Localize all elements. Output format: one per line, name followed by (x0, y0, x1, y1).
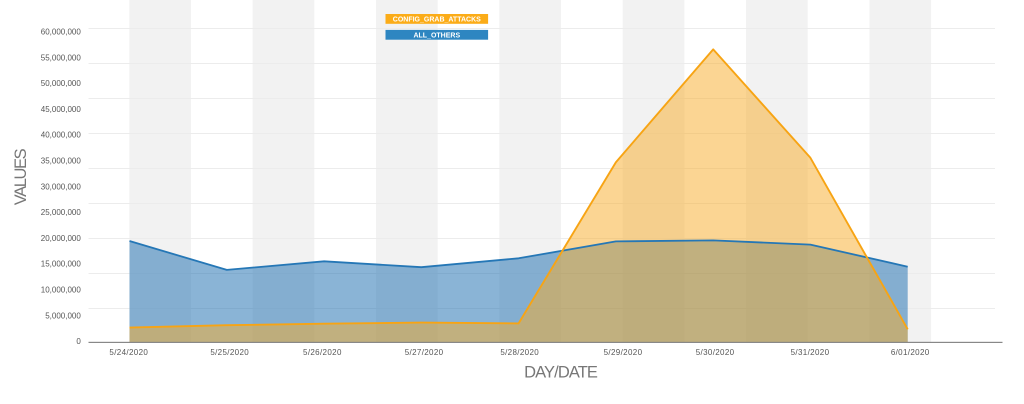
svg-text:5/24/2020: 5/24/2020 (109, 348, 148, 357)
svg-text:45,000,000: 45,000,000 (41, 105, 82, 114)
svg-text:6/01/2020: 6/01/2020 (891, 348, 930, 357)
svg-text:5/25/2020: 5/25/2020 (210, 348, 249, 357)
svg-text:15,000,000: 15,000,000 (41, 260, 82, 269)
svg-text:VALUES: VALUES (12, 148, 30, 205)
svg-text:5/28/2020: 5/28/2020 (500, 348, 539, 357)
svg-text:0: 0 (76, 337, 81, 346)
svg-text:DAY/DATE: DAY/DATE (524, 364, 598, 382)
svg-text:5/30/2020: 5/30/2020 (696, 348, 735, 357)
svg-text:5/29/2020: 5/29/2020 (604, 348, 643, 357)
svg-text:5/26/2020: 5/26/2020 (303, 348, 342, 357)
svg-text:35,000,000: 35,000,000 (41, 157, 82, 166)
svg-text:30,000,000: 30,000,000 (41, 182, 82, 191)
svg-text:50,000,000: 50,000,000 (41, 79, 82, 88)
svg-text:5,000,000: 5,000,000 (45, 311, 81, 320)
svg-text:55,000,000: 55,000,000 (41, 53, 82, 62)
svg-text:10,000,000: 10,000,000 (41, 286, 82, 295)
svg-text:20,000,000: 20,000,000 (41, 234, 82, 243)
svg-text:5/27/2020: 5/27/2020 (405, 348, 444, 357)
svg-text:CONFIG_GRAB_ATTACKS: CONFIG_GRAB_ATTACKS (393, 17, 481, 24)
svg-text:5/31/2020: 5/31/2020 (791, 348, 830, 357)
svg-text:25,000,000: 25,000,000 (41, 208, 82, 217)
svg-text:60,000,000: 60,000,000 (41, 28, 82, 37)
svg-text:ALL_OTHERS: ALL_OTHERS (413, 32, 460, 39)
svg-text:40,000,000: 40,000,000 (41, 131, 82, 140)
